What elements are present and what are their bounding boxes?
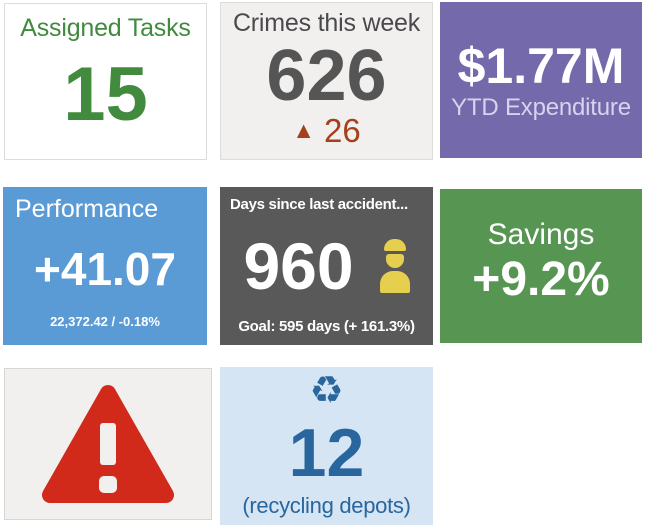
- recycle-icon: ♻: [309, 370, 344, 412]
- performance-detail: 22,372.42 / -0.18%: [50, 314, 160, 329]
- arrow-up-icon: ▲: [292, 117, 316, 143]
- warning-tile: [4, 368, 212, 520]
- worker-body-shape: [379, 270, 410, 293]
- crimes-tile: Crimes this week 626 ▲ 26: [220, 2, 433, 160]
- ytd-expenditure-value: $1.77M: [457, 37, 625, 94]
- savings-value: +9.2%: [472, 253, 610, 307]
- crimes-title: Crimes this week: [232, 9, 421, 37]
- recycling-label: (recycling depots): [242, 493, 411, 518]
- assigned-tasks-tile: Assigned Tasks 15: [4, 3, 207, 160]
- ytd-expenditure-tile: $1.77M YTD Expenditure: [440, 2, 642, 158]
- assigned-tasks-title: Assigned Tasks: [20, 14, 191, 42]
- assigned-tasks-value-area: 15: [63, 43, 148, 159]
- assigned-tasks-value: 15: [63, 52, 148, 137]
- savings-tile: Savings +9.2%: [440, 189, 642, 343]
- performance-title: Performance: [15, 195, 159, 223]
- crimes-value: 626: [266, 36, 387, 116]
- recycling-value-area: 12: [289, 413, 365, 493]
- recycling-value: 12: [288, 414, 365, 491]
- days-since-accident-title: Days since last accident...: [230, 196, 408, 213]
- performance-value-area: +41.07: [15, 224, 195, 314]
- savings-title: Savings: [487, 218, 595, 252]
- worker-hat-shape: [383, 238, 406, 251]
- performance-tile: Performance +41.07 22,372.42 / -0.18%: [3, 187, 207, 345]
- crimes-value-area: 626: [266, 38, 386, 114]
- performance-value: +41.07: [34, 243, 176, 295]
- recycling-tile: ♻ 12 (recycling depots): [220, 367, 433, 525]
- worker-head-shape: [385, 253, 404, 268]
- crimes-delta-value: 26: [324, 112, 361, 149]
- warning-triangle-icon: [42, 384, 174, 503]
- crimes-delta: ▲ 26: [292, 114, 360, 147]
- days-since-accident-value: 960: [243, 228, 354, 303]
- worker-icon: [379, 238, 410, 293]
- days-since-accident-goal: Goal: 595 days (+ 161.3%): [238, 318, 415, 335]
- days-since-accident-tile: Days since last accident... 960 Goal: 59…: [220, 187, 433, 345]
- days-since-accident-value-area: 960: [230, 213, 423, 318]
- ytd-expenditure-label: YTD Expenditure: [451, 93, 631, 121]
